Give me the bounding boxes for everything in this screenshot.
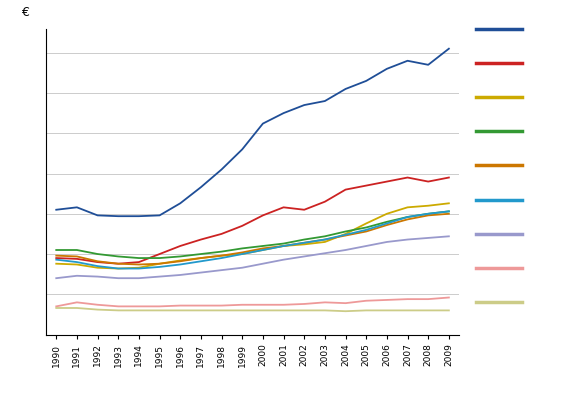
Text: €: € [21, 7, 29, 19]
